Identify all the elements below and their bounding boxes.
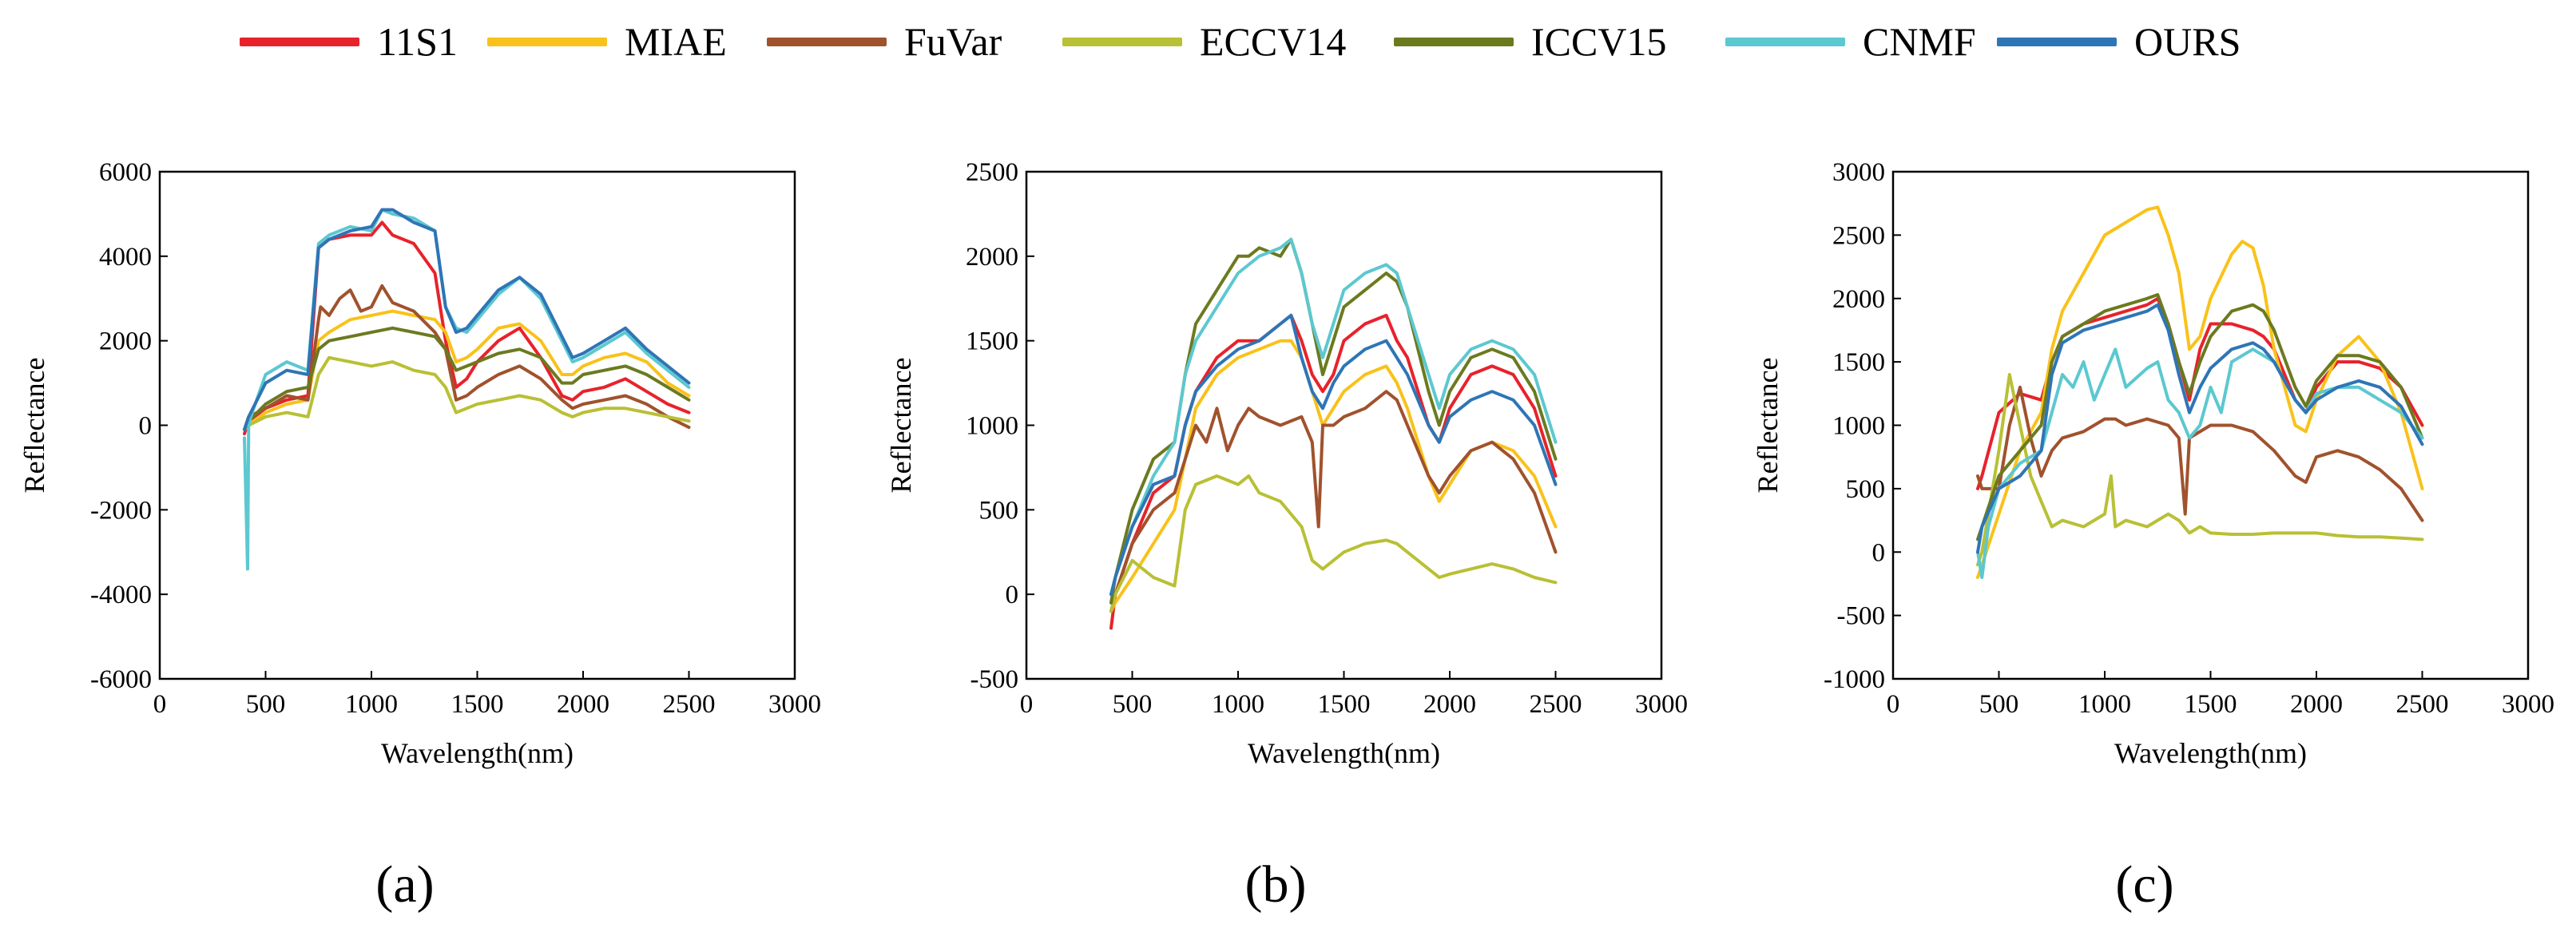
y-tick-label: 1000 <box>966 412 1018 441</box>
y-tick-label: 500 <box>979 496 1019 525</box>
x-tick-label: 1000 <box>1212 690 1264 719</box>
x-tick-label: 3000 <box>2502 690 2554 719</box>
x-tick-label: 2000 <box>1423 690 1476 719</box>
y-tick-label: 2500 <box>966 158 1018 187</box>
legend-swatch-miae <box>487 37 607 46</box>
y-tick-label: 1500 <box>966 327 1018 356</box>
y-tick-label: 2500 <box>1832 221 1885 250</box>
x-tick-label: 2000 <box>2290 690 2343 719</box>
chart-panel-a: 0 500 1000 1500 2000 2500 3000 -6000 -4000 -2000 0… <box>18 158 821 769</box>
legend-item-eccv14: ECCV14 <box>1062 10 1346 73</box>
legend-swatch-cnmf <box>1725 37 1845 46</box>
series-line-eccv14 <box>243 355 691 431</box>
series-line-fuvar <box>243 284 691 431</box>
y-tick-label: 2000 <box>966 243 1018 272</box>
legend-label-cnmf: CNMF <box>1863 19 1976 64</box>
y-tick-label: 0 <box>1872 538 1886 567</box>
legend-item-iccv15: ICCV15 <box>1394 10 1666 73</box>
legend-swatch-fuvar <box>767 37 887 46</box>
panel-label-a: (a) <box>375 855 435 914</box>
x-tick-label: 500 <box>1113 690 1153 719</box>
x-tick-label: 0 <box>153 690 167 719</box>
x-tick-label: 3000 <box>768 690 821 719</box>
series-group <box>1976 205 2424 579</box>
plot-frame <box>158 170 796 680</box>
legend-swatch-ours <box>1997 37 2117 46</box>
legend-item-miae: MIAE <box>487 10 727 73</box>
y-tick-label: 500 <box>1846 475 1886 504</box>
x-tick-label: 1000 <box>2078 690 2131 719</box>
x-axis-title: Wavelength(nm) <box>1248 737 1440 769</box>
legend-label-11s1: 11S1 <box>377 19 458 64</box>
legend-item-11s1: 11S1 <box>240 10 458 73</box>
legend-label-eccv14: ECCV14 <box>1200 19 1347 64</box>
series-line-cnmf <box>1976 347 2424 579</box>
y-tick-label: 2000 <box>1832 285 1885 314</box>
y-tick-label: -500 <box>1837 602 1886 631</box>
y-tick-label: -6000 <box>90 665 152 694</box>
legend-item-cnmf: CNMF <box>1725 10 1976 73</box>
y-tick-label: 1000 <box>1832 412 1885 441</box>
x-tick-label: 500 <box>1979 690 2019 719</box>
panel-label-c: (c) <box>2115 855 2174 914</box>
x-tick-label: 1000 <box>345 690 398 719</box>
x-tick-label: 2500 <box>663 690 716 719</box>
series-line-cnmf <box>1109 237 1558 597</box>
y-tick-label: -500 <box>970 665 1019 694</box>
y-tick-label: 0 <box>139 412 153 441</box>
y-axis-title: Reflectance <box>18 358 50 494</box>
series-line-eccv14 <box>1109 474 1558 613</box>
x-tick-label: 0 <box>1020 690 1034 719</box>
legend-item-ours: OURS <box>1997 10 2241 73</box>
x-tick-label: 2500 <box>2396 690 2449 719</box>
x-tick-label: 1500 <box>2185 690 2237 719</box>
legend-swatch-eccv14 <box>1062 37 1182 46</box>
series-line-iccv15 <box>243 326 691 431</box>
series-line-11s1 <box>1109 313 1558 630</box>
y-tick-label: 2000 <box>99 327 152 356</box>
x-axis-title: Wavelength(nm) <box>381 737 574 769</box>
legend: 11S1 MIAE FuVar ECCV14 ICCV15 CNMF OURS <box>0 10 2576 73</box>
series-group <box>1109 237 1558 630</box>
series-line-ours <box>1109 313 1558 597</box>
y-axis-title: Reflectance <box>885 358 917 494</box>
legend-swatch-iccv15 <box>1394 37 1514 46</box>
series-line-ours <box>243 208 691 431</box>
series-line-ours <box>1976 303 2424 554</box>
plot-frame <box>1025 170 1663 680</box>
y-tick-label: 0 <box>1006 581 1019 609</box>
chart-panel-b: 0 500 1000 1500 2000 2500 3000-500050010001500… <box>885 158 1688 769</box>
y-tick-label: 6000 <box>99 158 152 187</box>
legend-label-iccv15: ICCV15 <box>1531 19 1667 64</box>
y-tick-label: 1500 <box>1832 348 1885 377</box>
y-tick-label: 4000 <box>99 243 152 272</box>
series-group <box>243 208 691 571</box>
series-line-miae <box>1976 205 2424 579</box>
series-line-iccv15 <box>1976 293 2424 541</box>
legend-swatch-11s1 <box>240 37 359 46</box>
x-tick-label: 0 <box>1887 690 1900 719</box>
chart-panel-c: 0 500 1000 1500 2000 2500 3000 -1000 -500 0 500 100… <box>1752 158 2554 769</box>
y-tick-label: 3000 <box>1832 158 1885 187</box>
y-tick-label: -4000 <box>90 581 152 609</box>
x-tick-label: 2500 <box>1530 690 1582 719</box>
x-tick-label: 1500 <box>1318 690 1371 719</box>
legend-label-miae: MIAE <box>625 19 727 64</box>
y-axis-title: Reflectance <box>1752 358 1784 494</box>
x-tick-label: 2000 <box>557 690 609 719</box>
x-axis-title: Wavelength(nm) <box>2114 737 2307 769</box>
legend-label-fuvar: FuVar <box>904 19 1002 64</box>
y-tick-label: -2000 <box>90 496 152 525</box>
panel-label-b: (b) <box>1244 855 1307 914</box>
series-line-fuvar <box>1109 390 1558 613</box>
x-tick-label: 500 <box>246 690 286 719</box>
x-tick-label: 1500 <box>451 690 504 719</box>
legend-label-ours: OURS <box>2134 19 2241 64</box>
y-tick-label: -1000 <box>1824 665 1885 694</box>
legend-item-fuvar: FuVar <box>767 10 1002 73</box>
x-tick-label: 3000 <box>1635 690 1688 719</box>
